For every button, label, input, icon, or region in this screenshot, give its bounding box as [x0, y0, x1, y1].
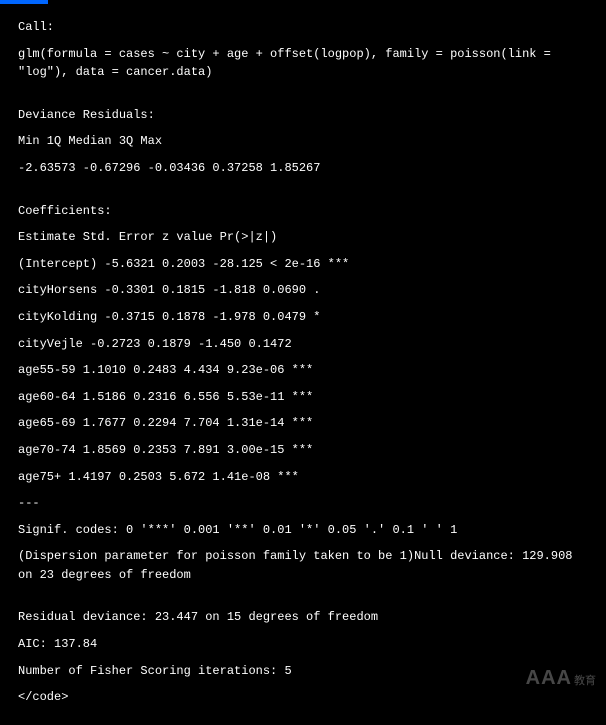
call-formula: glm(formula = cases ~ city + age + offse…	[18, 45, 588, 82]
progress-track	[0, 0, 606, 4]
watermark-sub: 教育	[574, 672, 596, 688]
fisher-scoring: Number of Fisher Scoring iterations: 5	[18, 662, 588, 681]
coef-row: (Intercept) -5.6321 0.2003 -28.125 < 2e-…	[18, 255, 588, 274]
coef-row: cityVejle -0.2723 0.1879 -1.450 0.1472	[18, 335, 588, 354]
coef-row: age70-74 1.8569 0.2353 7.891 3.00e-15 **…	[18, 441, 588, 460]
residual-deviance: Residual deviance: 23.447 on 15 degrees …	[18, 608, 588, 627]
coefficients-header: Coefficients:	[18, 202, 588, 221]
progress-fill	[0, 0, 48, 4]
signif-codes: Signif. codes: 0 '***' 0.001 '**' 0.01 '…	[18, 521, 588, 540]
watermark-main: AAA	[526, 667, 572, 690]
coef-row: age65-69 1.7677 0.2294 7.704 1.31e-14 **…	[18, 414, 588, 433]
end-code-tag: </code>	[18, 688, 588, 707]
deviance-residuals-columns: Min 1Q Median 3Q Max	[18, 132, 588, 151]
coef-row: cityKolding -0.3715 0.1878 -1.978 0.0479…	[18, 308, 588, 327]
blank-line	[18, 186, 588, 202]
coef-row: cityHorsens -0.3301 0.1815 -1.818 0.0690…	[18, 281, 588, 300]
coef-row: age60-64 1.5186 0.2316 6.556 5.53e-11 **…	[18, 388, 588, 407]
blank-line	[18, 592, 588, 608]
blank-line	[18, 90, 588, 106]
aic: AIC: 137.84	[18, 635, 588, 654]
call-header: Call:	[18, 18, 588, 37]
deviance-residuals-header: Deviance Residuals:	[18, 106, 588, 125]
separator: ---	[18, 494, 588, 513]
r-output-block: Call: glm(formula = cases ~ city + age +…	[0, 4, 606, 725]
coef-row: age75+ 1.4197 0.2503 5.672 1.41e-08 ***	[18, 468, 588, 487]
deviance-residuals-values: -2.63573 -0.67296 -0.03436 0.37258 1.852…	[18, 159, 588, 178]
coef-row: age55-59 1.1010 0.2483 4.434 9.23e-06 **…	[18, 361, 588, 380]
watermark-logo: AAA 教育	[526, 667, 596, 690]
dispersion-null-deviance: (Dispersion parameter for poisson family…	[18, 547, 588, 584]
coefficients-columns: Estimate Std. Error z value Pr(>|z|)	[18, 228, 588, 247]
